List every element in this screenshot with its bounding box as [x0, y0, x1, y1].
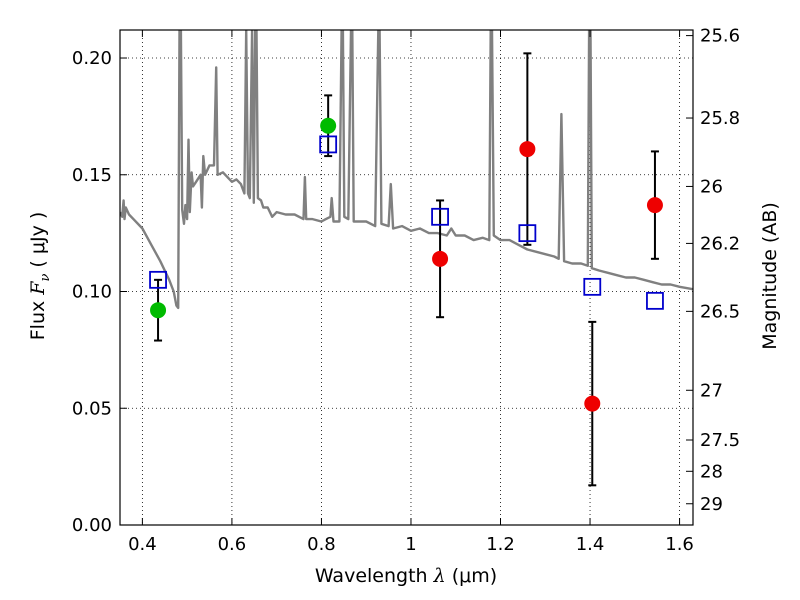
y-tick-label: 0.00 — [72, 515, 112, 536]
x-tick-label: 1 — [405, 534, 416, 555]
x-tick-label: 1.6 — [665, 534, 694, 555]
y-tick-label: 0.15 — [72, 165, 112, 186]
x-tick-label: 1.4 — [576, 534, 605, 555]
grid — [120, 30, 693, 525]
detection-point — [150, 302, 167, 319]
y-tick-label: 0.10 — [72, 282, 112, 303]
right-tick-label: 26.2 — [700, 233, 740, 254]
measurement-point — [646, 197, 663, 214]
y-tick-label: 0.05 — [72, 398, 112, 419]
measurement-point — [519, 141, 536, 158]
right-tick-label: 25.6 — [700, 26, 740, 47]
model-photometry-square — [583, 277, 602, 296]
x-tick-label: 0.8 — [307, 534, 336, 555]
x-axis-ticks: 0.4 0.6 0.8 1 1.2 1.4 1.6 — [128, 30, 694, 555]
model-photometry-markers — [149, 135, 664, 310]
x-tick-label: 1.2 — [486, 534, 515, 555]
right-axis-ticks: 25.6 25.8 26 26.2 26.5 27 27.5 28 29 — [686, 26, 740, 515]
plot-frame — [119, 29, 694, 526]
right-tick-label: 28 — [700, 461, 723, 482]
measurement-point — [432, 250, 449, 267]
right-tick-label: 26.5 — [700, 301, 740, 322]
observed-photometry-markers — [150, 117, 663, 412]
detection-point — [320, 117, 337, 134]
model-spectrum-group — [120, 30, 693, 310]
right-tick-label: 25.8 — [700, 108, 740, 129]
x-axis-label: Wavelength λ (μm) — [315, 565, 497, 587]
y-tick-label: 0.20 — [72, 48, 112, 69]
error-bars — [154, 52, 659, 487]
y-axis-label-right: Magnitude (AB) — [759, 202, 781, 350]
model-photometry-square — [646, 291, 664, 310]
right-tick-label: 27 — [700, 380, 723, 401]
right-tick-label: 29 — [700, 494, 723, 515]
x-tick-label: 0.6 — [218, 534, 247, 555]
model-photometry-square — [149, 270, 167, 289]
right-tick-label: 26 — [700, 176, 723, 197]
model-spectrum-line — [120, 30, 693, 310]
measurement-point — [584, 395, 601, 412]
y-axis-ticks: 0.00 0.05 0.10 0.15 0.20 — [72, 48, 127, 536]
right-tick-label: 27.5 — [700, 430, 740, 451]
model-photometry-square — [431, 207, 449, 226]
model-photometry-square — [518, 224, 537, 243]
y-axis-label-left: Flux Fν ( μJy ) — [27, 212, 53, 341]
model-photometry-square — [319, 135, 338, 154]
x-tick-label: 0.4 — [128, 534, 157, 555]
